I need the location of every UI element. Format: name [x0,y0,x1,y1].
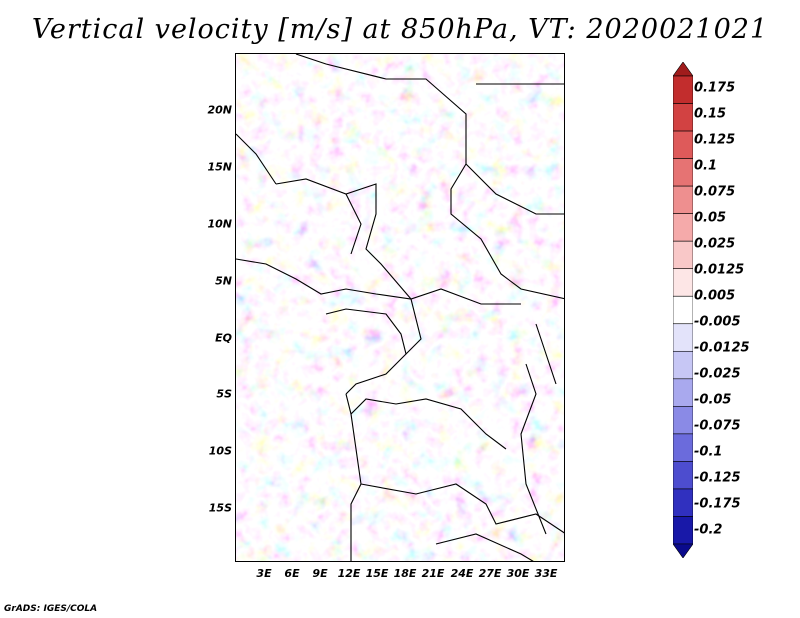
colorbar-cell [673,461,693,490]
colorbar-cell [673,516,693,545]
latitude-label: 5S [216,387,232,401]
colorbar-cell [673,350,693,380]
colorbar-label: -0.005 [694,314,741,330]
latitude-label: EQ [215,331,232,345]
colorbar-cell [673,103,693,132]
colorbar-cell [673,543,693,558]
colorbar-cell [673,75,693,104]
longitude-label: 21E [421,567,445,580]
latitude-label: 15N [207,160,232,174]
country-boundaries [236,54,564,561]
colorbar-cell [673,62,693,77]
colorbar-cell [673,378,693,407]
colorbar [673,62,693,558]
longitude-label: 6E [284,567,300,580]
colorbar-cell [673,158,693,187]
colorbar-label: 0.15 [694,106,727,122]
colorbar-label: -0.125 [694,470,741,486]
colorbar-cell [673,433,693,462]
latitude-label: 10N [207,217,232,231]
colorbar-label: 0.1 [694,158,718,174]
colorbar-label: -0.175 [694,496,741,512]
colorbar-label: -0.075 [694,418,741,434]
colorbar-label: -0.2 [694,522,723,538]
colorbar-cell [673,406,693,435]
colorbar-cell [673,295,693,325]
longitude-label: 12E [337,567,361,580]
colorbar-cell [673,268,693,297]
colorbar-label: -0.1 [694,444,723,460]
longitude-label: 27E [478,567,502,580]
colorbar-cell [673,240,693,270]
credit-text: GrADS: IGES/COLA [4,604,98,614]
colorbar-label: 0.075 [694,184,736,200]
latitude-label: 10S [208,444,232,458]
latitude-label: 5N [215,274,232,288]
longitude-label: 9E [312,567,328,580]
colorbar-cell [673,130,693,159]
longitude-label: 15E [365,567,389,580]
colorbar-label: 0.025 [694,236,736,252]
colorbar-label: 0.125 [694,132,736,148]
colorbar-label: 0.005 [694,288,736,304]
longitude-label: 24E [450,567,474,580]
colorbar-label: 0.05 [694,210,727,226]
latitude-label: 15S [208,501,232,515]
latitude-label: 20N [207,103,232,117]
vertical-velocity-field [236,54,564,561]
colorbar-cell [673,213,693,242]
map-plot-area [235,53,565,562]
map-title: Vertical velocity [m/s] at 850hPa, VT: 2… [31,14,769,45]
velocity-field-map [236,54,564,561]
colorbar-cells [673,62,693,558]
colorbar-cell [673,488,693,517]
longitude-label: 18E [393,567,417,580]
longitude-label: 33E [534,567,558,580]
colorbar-label: -0.025 [694,366,741,382]
longitude-label: 3E [256,567,272,580]
colorbar-label: -0.0125 [694,340,750,356]
colorbar-cell [673,185,693,214]
colorbar-label: 0.0125 [694,262,745,278]
colorbar-cell [673,323,693,352]
colorbar-label: -0.05 [694,392,732,408]
colorbar-label: 0.175 [694,80,736,96]
longitude-label: 30E [506,567,530,580]
